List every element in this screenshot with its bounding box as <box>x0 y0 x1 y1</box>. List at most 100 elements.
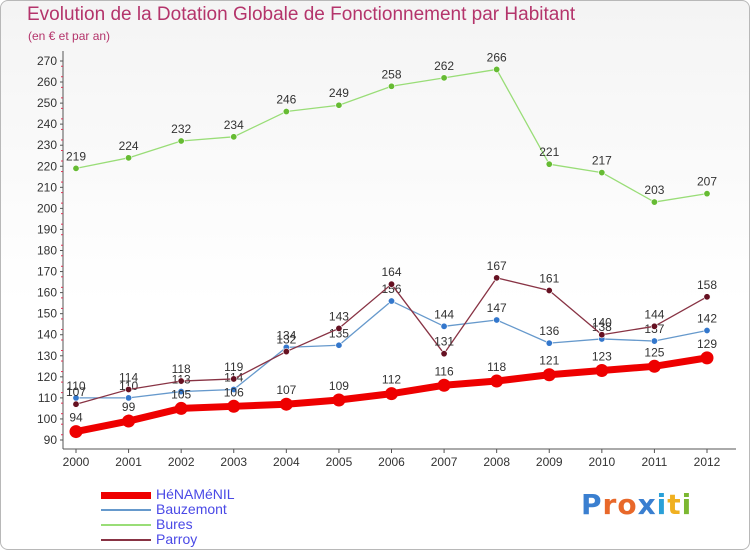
data-point-bures <box>650 198 658 206</box>
data-label-parroy: 131 <box>434 335 454 349</box>
logo-letter: x <box>637 488 657 521</box>
data-label-bures: 219 <box>66 149 86 163</box>
data-label-bures: 266 <box>487 50 507 64</box>
data-label-bures: 224 <box>119 139 139 153</box>
y-tick-label: 180 <box>37 244 57 258</box>
data-label-bauzemont: 142 <box>697 312 717 326</box>
data-point-h-nam-nil <box>227 399 241 413</box>
y-tick-label: 100 <box>37 412 57 426</box>
data-point-bures <box>72 164 80 172</box>
data-label-bauzemont: 110 <box>119 379 138 393</box>
data-point-bures <box>335 101 343 109</box>
data-label-bures: 232 <box>171 122 191 136</box>
logo-letter: t <box>667 488 682 521</box>
data-label-parroy: 114 <box>119 370 138 384</box>
data-label-parroy: 143 <box>329 309 349 323</box>
legend-label-bauzemont: Bauzemont <box>156 501 227 517</box>
data-label-h-nam-nil: 105 <box>171 387 191 401</box>
y-tick-label: 130 <box>37 349 57 363</box>
data-label-h-nam-nil: 123 <box>592 350 612 364</box>
data-point-h-nam-nil <box>700 351 714 365</box>
data-point-bauzemont <box>545 339 553 347</box>
data-point-bures <box>493 65 501 73</box>
data-label-bauzemont: 136 <box>539 324 559 338</box>
data-point-h-nam-nil <box>332 393 346 407</box>
y-tick-label: 200 <box>37 201 57 215</box>
legend-label-parroy: Parroy <box>156 531 198 547</box>
y-tick-label: 260 <box>37 75 57 89</box>
proxiti-logo: Proxiti <box>581 488 692 521</box>
data-point-parroy <box>650 322 658 330</box>
x-tick-label: 2002 <box>168 455 195 469</box>
data-label-bures: 249 <box>329 86 349 100</box>
data-label-bures: 246 <box>276 93 296 107</box>
data-point-parroy <box>703 293 711 301</box>
x-tick-label: 2010 <box>588 455 615 469</box>
data-label-h-nam-nil: 107 <box>276 383 296 397</box>
x-tick-label: 2003 <box>220 455 247 469</box>
data-point-bures <box>177 137 185 145</box>
data-point-parroy <box>440 350 448 358</box>
data-label-parroy: 140 <box>592 316 612 330</box>
data-label-bauzemont: 144 <box>434 307 454 321</box>
y-tick-label: 230 <box>37 138 57 152</box>
data-label-parroy: 132 <box>276 333 296 347</box>
data-label-h-nam-nil: 99 <box>122 400 136 414</box>
data-label-parroy: 167 <box>487 259 507 273</box>
x-tick-label: 2011 <box>642 455 668 469</box>
data-point-bauzemont <box>335 341 343 349</box>
data-label-bauzemont: 156 <box>381 282 401 296</box>
legend-swatch-parroy <box>101 539 151 541</box>
data-label-h-nam-nil: 106 <box>224 385 244 399</box>
x-tick-label: 2009 <box>536 455 563 469</box>
y-tick-label: 90 <box>44 433 58 447</box>
data-point-bauzemont <box>125 394 133 402</box>
y-tick-label: 270 <box>37 54 57 68</box>
data-point-bures <box>598 169 606 177</box>
data-point-parroy <box>230 375 238 383</box>
data-point-bures <box>703 190 711 198</box>
data-label-parroy: 164 <box>381 265 401 279</box>
data-point-h-nam-nil <box>595 364 609 378</box>
x-tick-label: 2004 <box>273 455 300 469</box>
data-point-parroy <box>72 400 80 408</box>
x-tick-label: 2006 <box>378 455 405 469</box>
data-point-bures <box>387 82 395 90</box>
data-label-bures: 217 <box>592 154 612 168</box>
data-point-h-nam-nil <box>122 414 136 428</box>
y-tick-label: 120 <box>37 370 57 384</box>
data-label-bures: 262 <box>434 59 454 73</box>
data-label-bures: 234 <box>224 118 244 132</box>
data-point-h-nam-nil <box>174 401 188 415</box>
data-label-h-nam-nil: 112 <box>382 373 401 387</box>
data-label-parroy: 118 <box>172 362 191 376</box>
y-tick-label: 220 <box>37 159 57 173</box>
data-label-bures: 258 <box>381 67 401 81</box>
data-label-parroy: 119 <box>224 360 243 374</box>
legend-swatch-h-nam-nil <box>101 491 151 499</box>
data-point-h-nam-nil <box>490 374 504 388</box>
legend-label-h-nam-nil: HéNAMéNIL <box>156 486 235 502</box>
data-point-bauzemont <box>387 297 395 305</box>
y-tick-label: 240 <box>37 117 57 131</box>
y-tick-label: 210 <box>37 180 57 194</box>
data-point-bures <box>230 133 238 141</box>
data-point-parroy <box>387 280 395 288</box>
x-tick-label: 2000 <box>63 455 90 469</box>
x-tick-label: 2005 <box>326 455 353 469</box>
data-label-bures: 221 <box>539 145 559 159</box>
y-tick-label: 190 <box>37 222 57 236</box>
chart-title: Evolution de la Dotation Globale de Fonc… <box>27 4 576 25</box>
data-point-parroy <box>335 324 343 332</box>
legend-label-bures: Bures <box>156 516 193 532</box>
y-tick-label: 140 <box>37 328 57 342</box>
data-point-parroy <box>493 274 501 282</box>
data-point-bures <box>545 160 553 168</box>
data-label-bures: 207 <box>697 175 717 189</box>
x-tick-label: 2008 <box>483 455 510 469</box>
x-tick-label: 2007 <box>431 455 458 469</box>
data-point-bauzemont <box>230 385 238 393</box>
data-point-bauzemont <box>493 316 501 324</box>
